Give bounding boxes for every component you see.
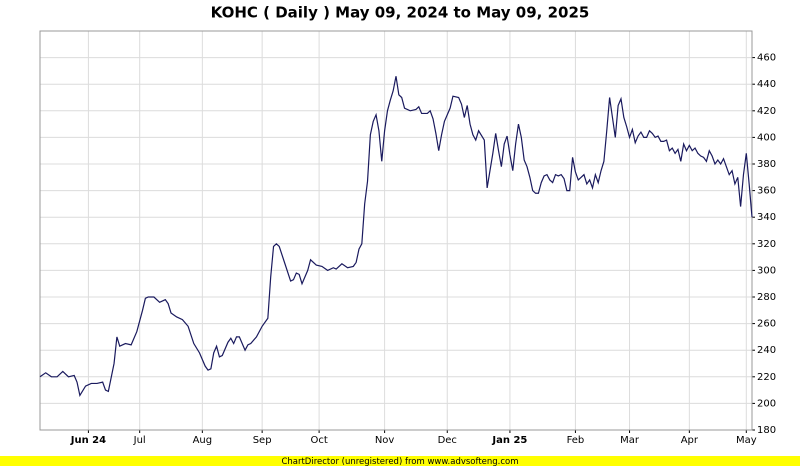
- x-tick-label: Jan 25: [491, 435, 527, 446]
- price-line: [39, 76, 753, 398]
- x-tick-label: Nov: [375, 435, 395, 446]
- y-tick-label: 200: [757, 398, 776, 409]
- x-tick-label: Mar: [620, 435, 640, 446]
- y-tick-label: 180: [757, 425, 776, 436]
- y-tick-label: 420: [757, 106, 776, 117]
- y-tick-label: 360: [757, 186, 776, 197]
- y-tick-label: 280: [757, 292, 776, 303]
- x-tick-label: Jun 24: [70, 435, 106, 446]
- chart-title: KOHC ( Daily ) May 09, 2024 to May 09, 2…: [211, 4, 590, 22]
- y-tick-label: 220: [757, 372, 776, 383]
- y-tick-label: 320: [757, 239, 776, 250]
- x-tick-label: Jul: [133, 435, 146, 446]
- y-tick-label: 440: [757, 79, 776, 90]
- y-tick-label: 400: [757, 132, 776, 143]
- footer-band: [0, 456, 800, 466]
- y-tick-label: 260: [757, 319, 776, 330]
- plot-area: [40, 31, 752, 430]
- y-tick-label: 240: [757, 345, 776, 356]
- y-tick-label: 380: [757, 159, 776, 170]
- y-tick-label: 460: [757, 53, 776, 64]
- y-tick-label: 340: [757, 212, 776, 223]
- x-tick-label: Dec: [438, 435, 457, 446]
- plot-border: [39, 30, 753, 431]
- x-tick-label: Oct: [310, 435, 327, 446]
- x-tick-label: May: [736, 435, 757, 446]
- x-tick-label: Sep: [253, 435, 272, 446]
- x-tick-label: Feb: [567, 435, 585, 446]
- y-tick-label: 300: [757, 265, 776, 276]
- footer: ChartDirector (unregistered) from www.ad…: [281, 457, 518, 466]
- x-tick-label: Apr: [681, 435, 699, 446]
- x-tick-label: Aug: [193, 435, 213, 446]
